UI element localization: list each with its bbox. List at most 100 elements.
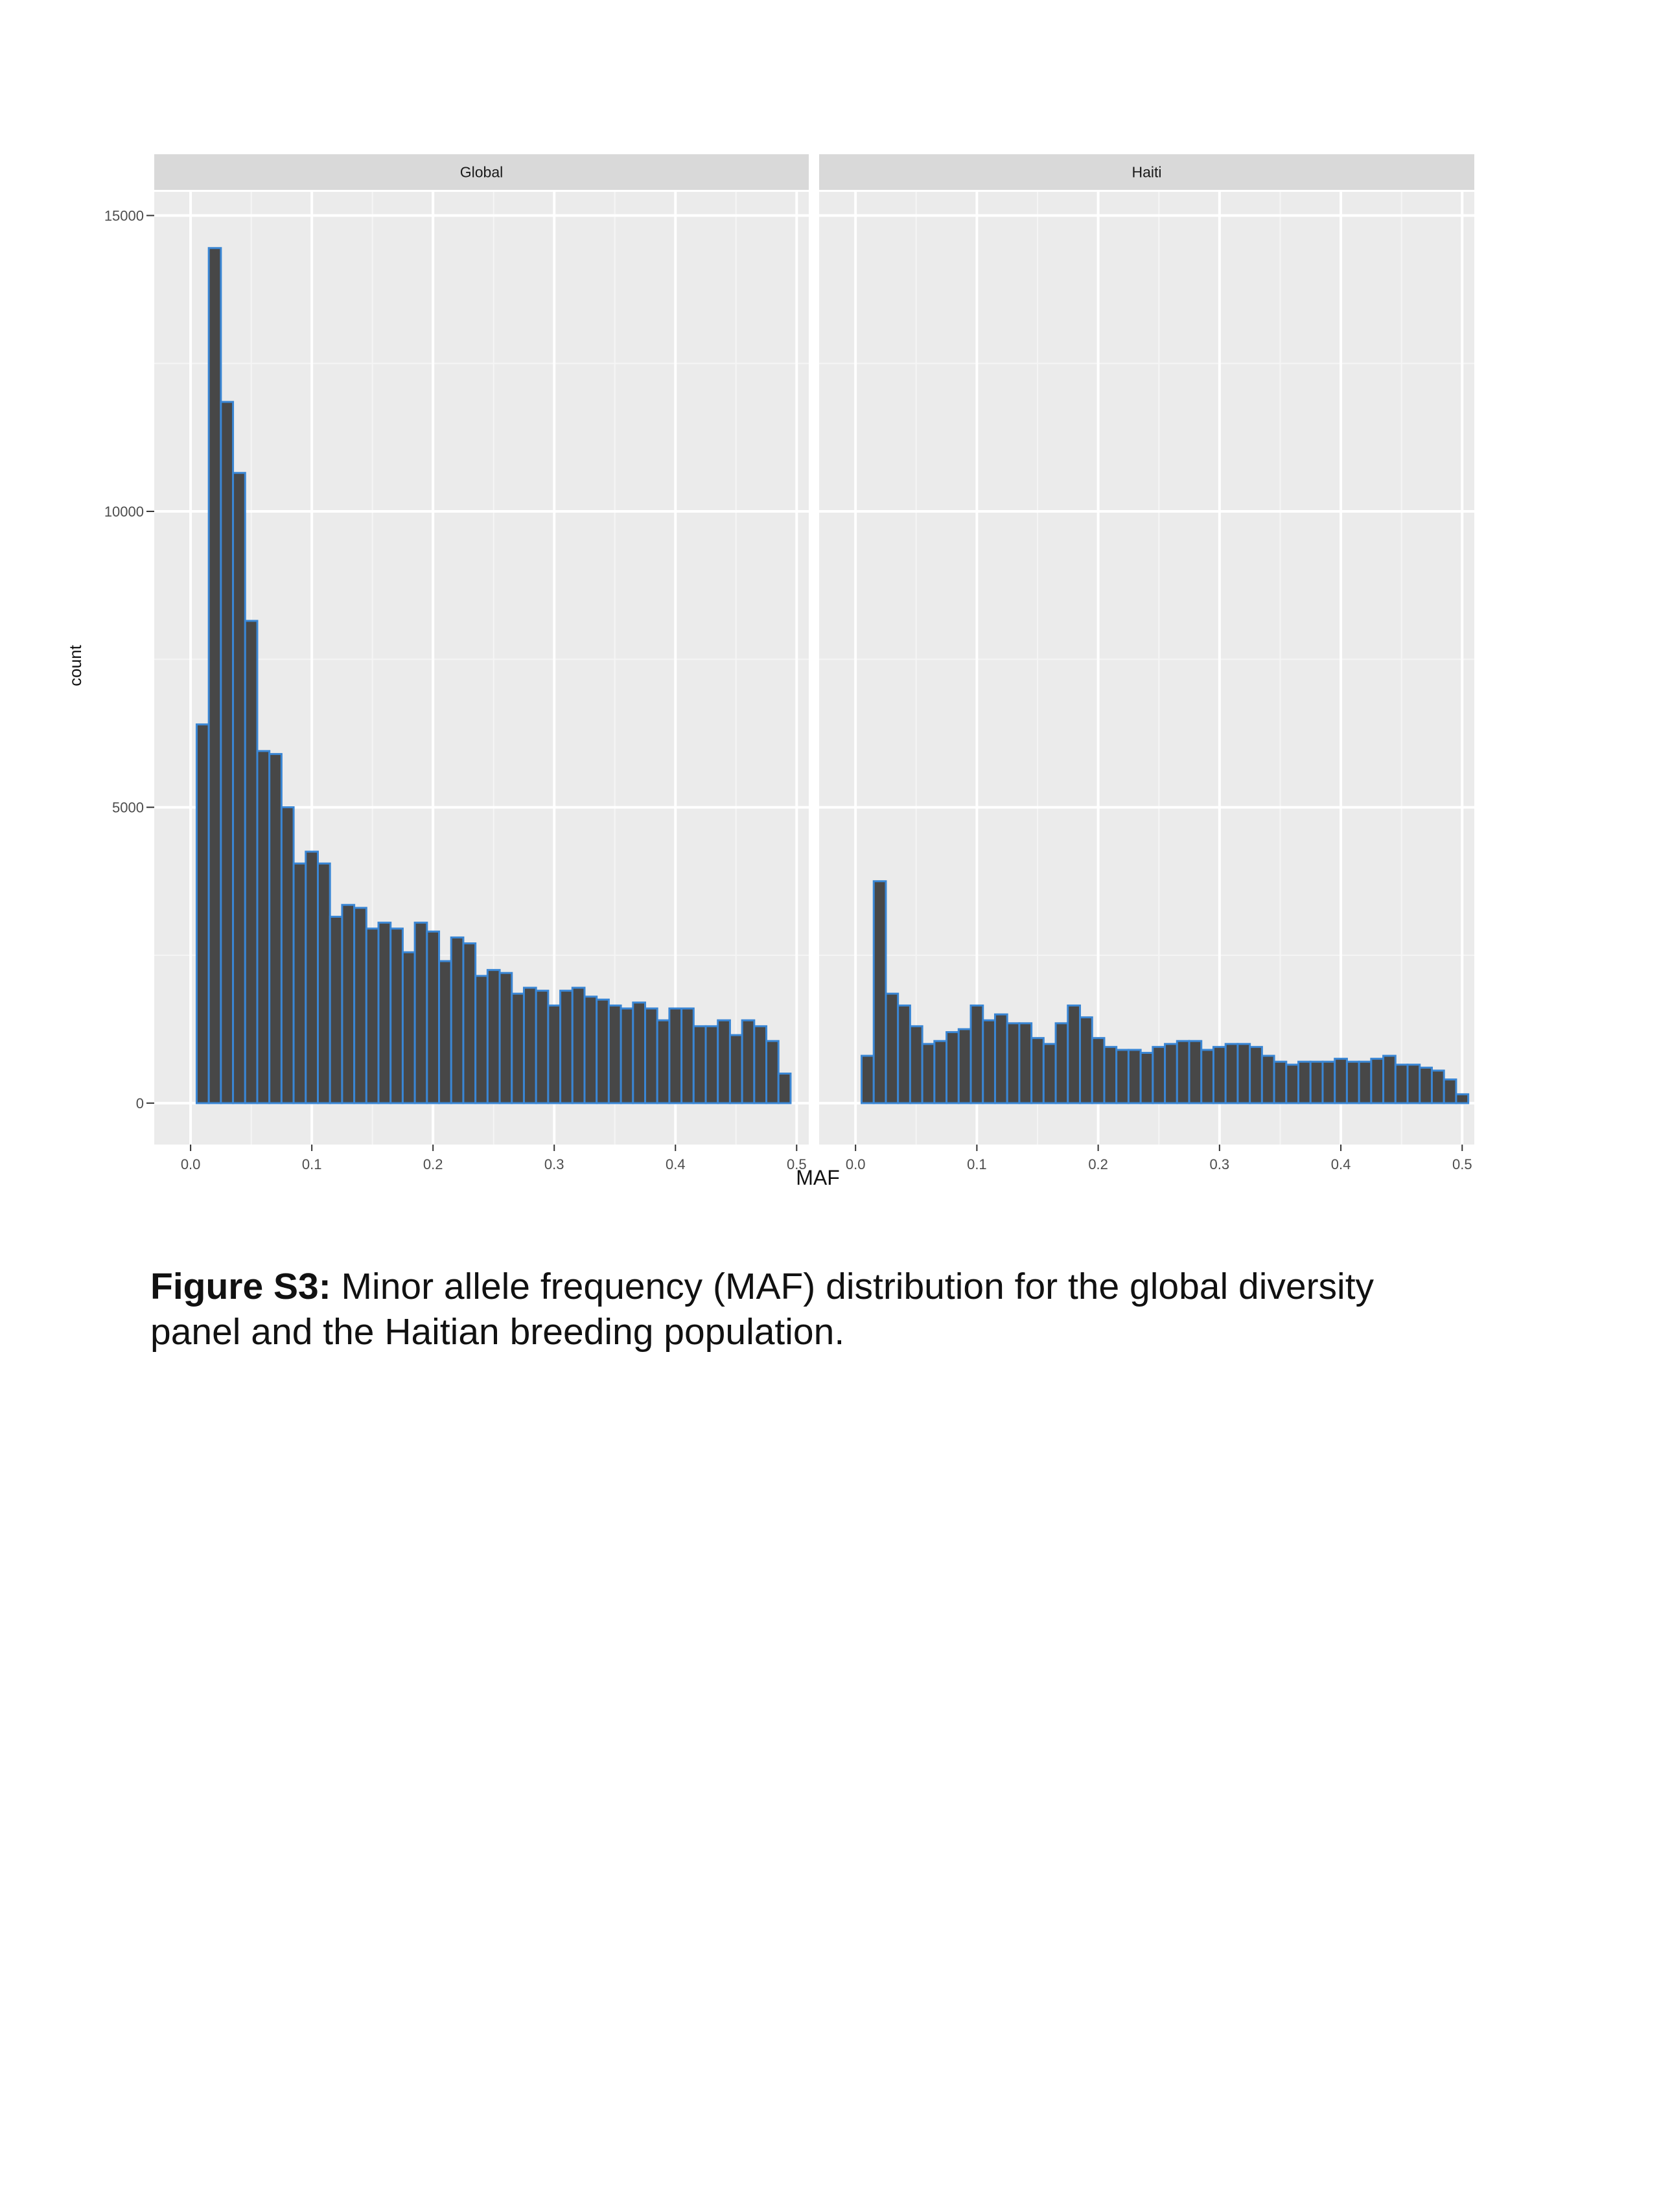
x-tick-label: 0.0 bbox=[181, 1156, 201, 1172]
histogram-bar bbox=[1103, 1045, 1118, 1104]
caption-label: Figure S3: bbox=[150, 1266, 331, 1307]
histogram-bar bbox=[329, 915, 343, 1104]
histogram-bar bbox=[656, 1019, 671, 1104]
histogram-bar bbox=[511, 992, 525, 1104]
histogram-bar bbox=[1443, 1078, 1457, 1104]
histogram-bar bbox=[389, 927, 404, 1104]
histogram-bar bbox=[704, 1025, 719, 1104]
histogram-bar bbox=[872, 880, 887, 1104]
x-tick-label: 0.1 bbox=[967, 1156, 987, 1172]
histogram-bar bbox=[717, 1019, 731, 1104]
histogram-bar bbox=[1176, 1040, 1190, 1104]
histogram-bar bbox=[535, 990, 550, 1104]
histogram-bar bbox=[1018, 1022, 1033, 1104]
histogram-bar bbox=[256, 750, 271, 1104]
x-tick-label: 0.0 bbox=[846, 1156, 866, 1172]
histogram-bar bbox=[777, 1072, 792, 1104]
y-tick-label: 10000 bbox=[104, 504, 144, 520]
histogram-bar bbox=[692, 1025, 707, 1104]
histogram-bar bbox=[741, 1019, 756, 1104]
histogram-bar bbox=[680, 1007, 695, 1104]
histogram-bar bbox=[559, 990, 574, 1104]
histogram-bar bbox=[982, 1019, 996, 1104]
histogram-bar bbox=[1370, 1058, 1385, 1104]
x-tick-label: 0.4 bbox=[1331, 1156, 1351, 1172]
histogram-bar bbox=[438, 960, 452, 1104]
histogram-bar bbox=[1430, 1069, 1445, 1104]
histogram-bar bbox=[1334, 1058, 1348, 1104]
x-tick-label: 0.5 bbox=[787, 1156, 807, 1172]
histogram-bar bbox=[498, 972, 513, 1104]
y-axis-label: count bbox=[65, 644, 85, 686]
histogram-bar bbox=[1273, 1060, 1288, 1104]
histogram-bar bbox=[897, 1004, 911, 1104]
histogram-bar bbox=[728, 1034, 743, 1104]
histogram-bar bbox=[1394, 1064, 1409, 1104]
histogram-bar bbox=[957, 1028, 972, 1104]
histogram-bar bbox=[1285, 1064, 1300, 1104]
y-tick-label: 0 bbox=[136, 1095, 144, 1112]
histogram-bar bbox=[1042, 1043, 1057, 1104]
histogram-bar bbox=[353, 907, 367, 1104]
histogram-bar bbox=[317, 862, 331, 1104]
histogram-bar bbox=[305, 850, 319, 1104]
histogram-bar bbox=[486, 969, 501, 1104]
histogram-bar bbox=[1249, 1045, 1263, 1104]
x-axis-label: MAF bbox=[796, 1166, 840, 1189]
histogram-bar bbox=[1455, 1093, 1470, 1104]
histogram-bar bbox=[1188, 1040, 1203, 1104]
y-axis: 0 5000 10000 15000 bbox=[104, 208, 154, 1112]
maf-histogram-figure: Global 0.0 0.1 0.2 0.3 0.4 0.5 Haiti 0.0 0.1 0.2 0.… bbox=[65, 154, 1474, 1189]
histogram-bar bbox=[607, 1004, 622, 1104]
histogram-bar bbox=[596, 998, 610, 1104]
histogram-bar bbox=[946, 1031, 960, 1104]
histogram-bar bbox=[1224, 1043, 1239, 1104]
caption-text: Minor allele frequency (MAF) distributio… bbox=[150, 1266, 1375, 1353]
histogram-bar bbox=[921, 1043, 936, 1104]
histogram-bar bbox=[620, 1007, 634, 1104]
x-tick-label: 0.1 bbox=[302, 1156, 322, 1172]
x-tick-label: 0.5 bbox=[1452, 1156, 1472, 1172]
histogram-bar bbox=[1067, 1004, 1082, 1104]
histogram-bar bbox=[450, 936, 465, 1104]
histogram-bar bbox=[1212, 1045, 1227, 1104]
histogram-bar bbox=[522, 986, 537, 1104]
histogram-bar bbox=[1091, 1037, 1106, 1104]
histogram-bar bbox=[1030, 1037, 1045, 1104]
histogram-bar bbox=[377, 922, 392, 1104]
histogram-bar bbox=[1382, 1054, 1397, 1104]
y-tick-label: 5000 bbox=[112, 800, 144, 816]
histogram-bar bbox=[268, 752, 283, 1104]
histogram-bar bbox=[207, 247, 222, 1104]
histogram-bar bbox=[413, 922, 428, 1104]
histogram-bar bbox=[401, 951, 416, 1104]
histogram-bar bbox=[1139, 1051, 1154, 1104]
facet-panels: Global 0.0 0.1 0.2 0.3 0.4 0.5 Haiti 0.0 0.1 0.2 0.… bbox=[154, 154, 1474, 1172]
histogram-bar bbox=[1345, 1060, 1360, 1104]
facet-panel-haiti: Haiti 0.0 0.1 0.2 0.3 0.4 0.5 bbox=[819, 154, 1474, 1172]
histogram-bar bbox=[861, 1054, 875, 1104]
histogram-bar bbox=[765, 1040, 780, 1104]
figure-caption: Figure S3: Minor allele frequency (MAF) … bbox=[150, 1264, 1446, 1355]
histogram-bar bbox=[632, 1001, 647, 1104]
histogram-bar bbox=[1115, 1049, 1130, 1104]
histogram-bar bbox=[1260, 1054, 1275, 1104]
histogram-bar bbox=[1297, 1060, 1312, 1104]
x-tick-label: 0.2 bbox=[1088, 1156, 1108, 1172]
histogram-bar bbox=[909, 1025, 923, 1104]
facet-panel-global: Global 0.0 0.1 0.2 0.3 0.4 0.5 bbox=[154, 154, 809, 1172]
histogram-bar bbox=[365, 927, 380, 1104]
histogram-bar bbox=[1079, 1016, 1093, 1104]
histogram-bar bbox=[969, 1004, 984, 1104]
histogram-bar bbox=[474, 975, 489, 1104]
histogram-bar bbox=[1419, 1066, 1433, 1104]
histogram-bar bbox=[426, 930, 441, 1104]
x-tick-label: 0.3 bbox=[544, 1156, 564, 1172]
x-tick-label: 0.3 bbox=[1210, 1156, 1230, 1172]
panel-background bbox=[819, 192, 1474, 1145]
histogram-bar bbox=[341, 903, 356, 1104]
histogram-bar bbox=[1164, 1043, 1178, 1104]
histogram-bar bbox=[993, 1013, 1008, 1104]
x-tick-label: 0.2 bbox=[423, 1156, 443, 1172]
histogram-bar bbox=[644, 1007, 658, 1104]
